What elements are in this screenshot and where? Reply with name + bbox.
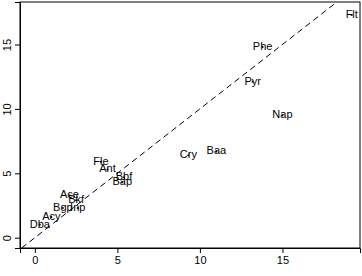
x-tick-label: 10	[194, 254, 206, 266]
y-tick-mark	[15, 238, 20, 239]
x-tick-label: 0	[32, 254, 38, 266]
point-label: Bap	[113, 175, 133, 187]
y-tick-label: 5	[1, 171, 13, 177]
point-label: Nap	[272, 108, 292, 120]
chart: 051015051015FltPhePyrNapBaaCryFleAntBbfB…	[0, 0, 362, 276]
point-label: Baa	[207, 144, 227, 156]
y-axis: 0 5 10 15	[1, 3, 21, 249]
y-tick: 0	[1, 235, 20, 241]
x-axis: 0 5 10 15	[21, 248, 361, 266]
x-tick-label: 15	[277, 254, 289, 266]
y-tick-mark	[15, 173, 20, 174]
point-label: Inp	[70, 201, 85, 213]
point-labels: FltPhePyrNapBaaCryFleAntBbfBapAceBkfBgpI…	[30, 8, 358, 230]
identity-line	[22, 2, 337, 248]
x-tick-mark	[35, 248, 36, 253]
y-tick: 10	[1, 103, 20, 115]
x-tick-mark	[282, 248, 283, 253]
y-tick-mark	[15, 45, 20, 46]
x-tick-label: 5	[115, 254, 121, 266]
x-tick: 0	[32, 248, 38, 266]
y-tick-label: 10	[1, 103, 13, 115]
point-label: Pyr	[244, 75, 261, 87]
point-label: Flt	[346, 8, 358, 20]
y-tick: 5	[1, 171, 20, 177]
plot-area	[22, 2, 353, 248]
x-axis-line	[21, 249, 361, 254]
y-tick: 15	[1, 39, 20, 51]
y-tick-mark	[15, 109, 20, 110]
point-label: Phe	[253, 40, 273, 52]
x-tick-mark	[200, 248, 201, 253]
plot-frame	[20, 2, 360, 248]
point-label: Ant	[99, 162, 116, 174]
point-label: Cry	[180, 148, 198, 160]
x-tick: 10	[194, 248, 206, 266]
point-label: Dba	[30, 218, 51, 230]
y-tick-label: 15	[1, 39, 13, 51]
x-tick: 15	[277, 248, 289, 266]
y-axis-line	[15, 3, 21, 249]
y-tick-label: 0	[1, 235, 13, 241]
x-tick-mark	[117, 248, 118, 253]
x-tick: 5	[115, 248, 121, 266]
